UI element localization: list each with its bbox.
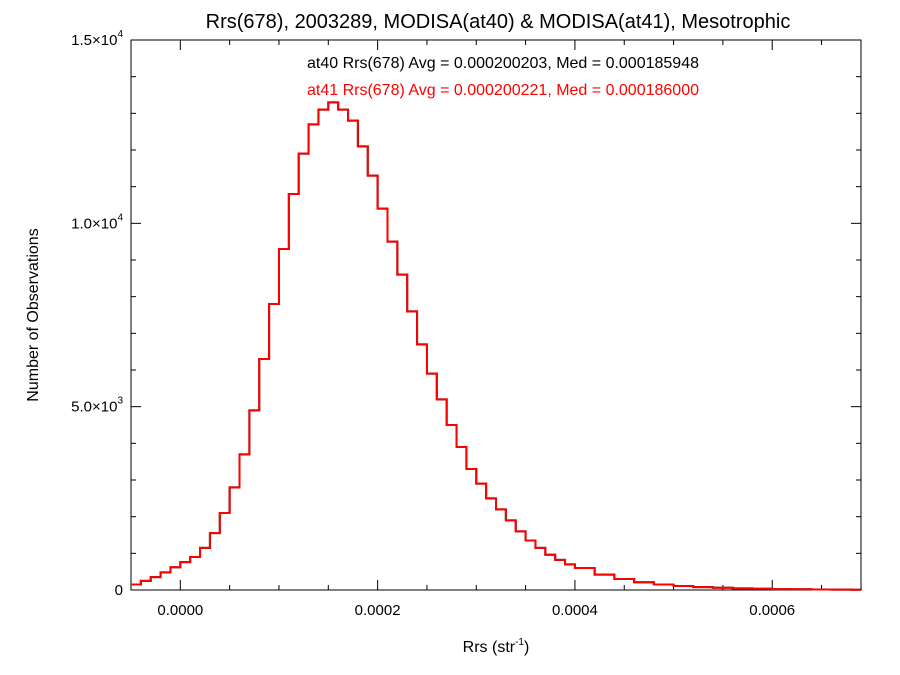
y-tick-exponent: 4 (117, 212, 123, 223)
y-tick-label: 1.5×104 (71, 29, 123, 49)
series-group (131, 101, 862, 591)
x-axis-label: Rrs (str-1) (463, 637, 530, 656)
x-axis: 0.0000 0.0002 0.0004 0.0006 (130, 40, 823, 619)
x-tick-label: 0.0002 (355, 602, 401, 619)
x-axis-label-superscript: -1 (515, 637, 524, 648)
annotation-group: at40 Rrs(678) Avg = 0.000200203, Med = 0… (307, 55, 699, 99)
x-tick-label: 0.0004 (552, 602, 598, 619)
series-at40-line (131, 101, 862, 591)
annotation-1: at40 Rrs(678) Avg = 0.000200203, Med = 0… (307, 55, 699, 72)
y-tick-label: 0 (115, 582, 123, 599)
x-tick-label: 0.0000 (157, 602, 203, 619)
chart-title: Rrs(678), 2003289, MODISA(at40) & MODISA… (206, 11, 791, 33)
series-at41-line (131, 101, 862, 591)
y-tick-exponent: 3 (117, 396, 123, 407)
y-tick-mantissa: 1.5×10 (71, 32, 117, 49)
annotation-2: at41 Rrs(678) Avg = 0.000200221, Med = 0… (307, 82, 699, 99)
x-tick-label: 0.0006 (749, 602, 795, 619)
plot-frame (130, 39, 862, 591)
y-tick-mantissa: 5.0×10 (71, 399, 117, 416)
y-tick-exponent: 4 (117, 29, 123, 40)
x-axis-label-text: Rrs (str (463, 639, 516, 656)
y-tick-mantissa: 0 (115, 582, 123, 599)
y-tick-label: 1.0×104 (71, 212, 123, 232)
y-tick-label: 5.0×103 (71, 396, 123, 416)
y-axis-label: Number of Observations (25, 228, 42, 401)
y-tick-mantissa: 1.0×10 (71, 215, 117, 232)
x-axis-label-suffix: ) (524, 639, 529, 656)
